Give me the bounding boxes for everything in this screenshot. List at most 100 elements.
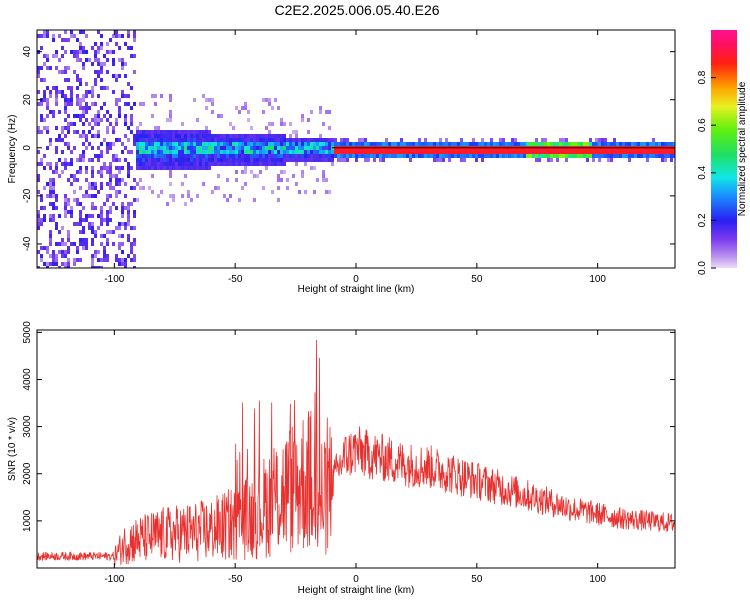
heatmap-cell — [271, 146, 274, 150]
heatmap-cell — [115, 78, 118, 82]
heatmap-cell — [286, 158, 289, 162]
heatmap-cell — [316, 142, 319, 146]
heatmap-cell — [49, 66, 52, 70]
heatmap-cell — [265, 146, 268, 150]
heatmap-cell — [121, 178, 124, 182]
heatmap-cell — [49, 94, 52, 98]
heatmap-cell — [517, 150, 520, 154]
heatmap-cell — [421, 154, 424, 158]
heatmap-cell — [139, 178, 142, 182]
heatmap-cell — [43, 218, 46, 222]
heatmap-cell — [301, 158, 304, 162]
heatmap-cell — [52, 218, 55, 222]
heatmap-cell — [88, 182, 91, 186]
heatmap-cell — [280, 158, 283, 162]
heatmap-cell — [481, 154, 484, 158]
heatmap-cell — [673, 154, 675, 158]
heatmap-cell — [628, 154, 631, 158]
heatmap-cell — [169, 170, 172, 174]
heatmap-cell — [154, 158, 157, 162]
heatmap-cell — [283, 154, 286, 158]
heatmap-cell — [175, 158, 178, 162]
heatmap-cell — [232, 146, 235, 150]
heatmap-cell — [190, 198, 193, 202]
heatmap-cell — [94, 250, 97, 254]
heatmap-cell — [58, 90, 61, 94]
heatmap-cell — [91, 134, 94, 138]
heatmap-cell — [565, 142, 568, 146]
heatmap-cell — [235, 138, 238, 142]
heatmap-cell — [382, 154, 385, 158]
heatmap-cell — [76, 222, 79, 226]
heatmap-cell — [118, 166, 121, 170]
heatmap-cell — [160, 94, 163, 98]
heatmap-cell — [655, 150, 658, 154]
heatmap-cell — [100, 266, 103, 268]
heatmap-cell — [268, 134, 271, 138]
heatmap-cell — [340, 138, 343, 142]
snr-y-label: SNR (10 * v/v) — [7, 417, 18, 481]
heatmap-cell — [217, 142, 220, 146]
heatmap-cell — [127, 94, 130, 98]
x-tick-label: 50 — [471, 574, 483, 585]
heatmap-cell — [511, 150, 514, 154]
heatmap-cell — [499, 150, 502, 154]
heatmap-cell — [595, 154, 598, 158]
heatmap-cell — [127, 166, 130, 170]
heatmap-cell — [79, 58, 82, 62]
heatmap-cell — [106, 130, 109, 134]
heatmap-cell — [493, 142, 496, 146]
heatmap-cell — [181, 138, 184, 142]
heatmap-cell — [235, 162, 238, 166]
heatmap-cell — [508, 154, 511, 158]
heatmap-cell — [304, 154, 307, 158]
heatmap-cell — [118, 58, 121, 62]
heatmap-cell — [556, 154, 559, 158]
heatmap-cell — [37, 162, 40, 166]
heatmap-cell — [574, 142, 577, 146]
heatmap-cell — [403, 154, 406, 158]
heatmap-cell — [61, 150, 64, 154]
heatmap-cell — [67, 38, 70, 42]
heatmap-cell — [169, 110, 172, 114]
heatmap-cell — [76, 98, 79, 102]
heatmap-cell — [184, 154, 187, 158]
heatmap-cell — [43, 78, 46, 82]
heatmap-cell — [475, 142, 478, 146]
heatmap-cell — [67, 142, 70, 146]
heatmap-cell — [337, 154, 340, 158]
heatmap-cell — [553, 150, 556, 154]
heatmap-cell — [46, 102, 49, 106]
heatmap-cell — [139, 142, 142, 146]
heatmap-cell — [88, 90, 91, 94]
heatmap-cell — [121, 66, 124, 70]
heatmap-cell — [193, 166, 196, 170]
heatmap-cell — [43, 34, 46, 38]
heatmap-cell — [94, 70, 97, 74]
heatmap-cell — [280, 150, 283, 154]
heatmap-cell — [232, 126, 235, 130]
heatmap-cell — [67, 130, 70, 134]
heatmap-cell — [79, 106, 82, 110]
heatmap-cell — [319, 106, 322, 110]
heatmap-cell — [91, 226, 94, 230]
heatmap-cell — [61, 138, 64, 142]
heatmap-cell — [136, 146, 139, 150]
heatmap-cell — [334, 154, 337, 158]
heatmap-cell — [262, 158, 265, 162]
heatmap-cell — [190, 150, 193, 154]
heatmap-cell — [241, 170, 244, 174]
heatmap-cell — [454, 154, 457, 158]
heatmap-cell — [67, 98, 70, 102]
heatmap-cell — [67, 246, 70, 250]
heatmap-cell — [658, 150, 661, 154]
heatmap-cell — [115, 190, 118, 194]
heatmap-cell — [76, 258, 79, 262]
heatmap-cell — [148, 138, 151, 142]
heatmap-cell — [640, 142, 643, 146]
heatmap-cell — [157, 154, 160, 158]
heatmap-cell — [211, 150, 214, 154]
heatmap-cell — [181, 162, 184, 166]
heatmap-cell — [439, 150, 442, 154]
heatmap-cell — [475, 158, 478, 162]
